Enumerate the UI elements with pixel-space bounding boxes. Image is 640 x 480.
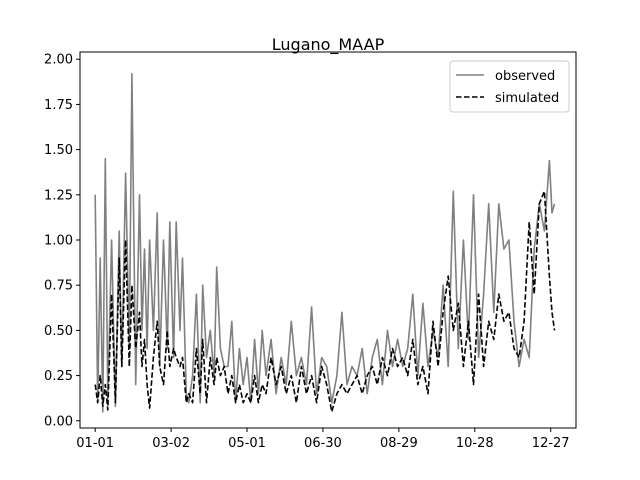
x-tick-label: 03-02 — [152, 436, 190, 451]
legend-label-observed: observed — [495, 69, 555, 84]
x-tick-label: 06-30 — [304, 436, 342, 451]
x-tick-label: 08-29 — [380, 436, 418, 451]
y-tick-label: 1.75 — [44, 98, 73, 113]
y-tick-label: 2.00 — [44, 53, 73, 68]
y-tick-label: 1.50 — [44, 143, 73, 158]
axes-frame — [79, 51, 577, 429]
chart-title: Lugano_MAAP — [272, 35, 385, 55]
plot-area — [94, 72, 556, 413]
x-tick-label: 01-01 — [76, 436, 114, 451]
legend: observed simulated — [449, 60, 570, 113]
x-tick-label: 05-01 — [228, 436, 266, 451]
y-axis: 0.00 0.25 0.50 0.75 1.00 1.25 1.50 1.75 2.00 — [44, 53, 80, 429]
legend-label-simulated: simulated — [495, 91, 559, 106]
y-tick-label: 0.75 — [44, 279, 73, 294]
y-tick-label: 0.25 — [44, 369, 73, 384]
y-tick-label: 1.25 — [44, 188, 73, 203]
series-line-observed — [94, 72, 556, 413]
series-line-simulated — [94, 190, 556, 413]
x-tick-label: 12-27 — [532, 436, 570, 451]
y-tick-label: 0.00 — [44, 414, 73, 429]
x-axis: 01-01 03-02 05-01 06-30 08-29 10-28 12-27 — [76, 428, 570, 451]
legend-box — [449, 60, 570, 113]
y-tick-label: 0.50 — [44, 324, 73, 339]
y-tick-label: 1.00 — [44, 234, 73, 249]
x-tick-label: 10-28 — [456, 436, 494, 451]
